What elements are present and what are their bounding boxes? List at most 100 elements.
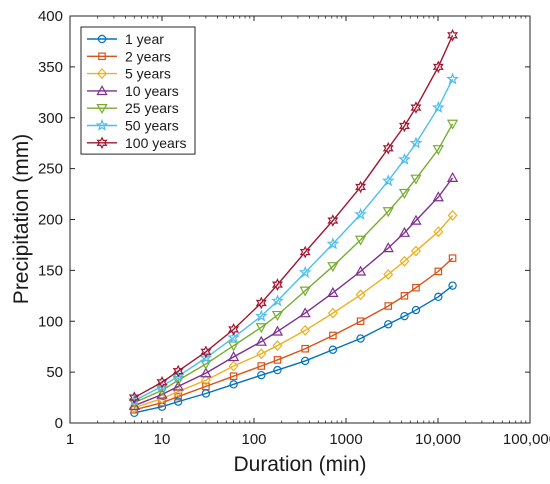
data-point — [202, 382, 210, 391]
data-point — [257, 362, 266, 370]
data-point — [255, 296, 267, 310]
data-point — [326, 237, 340, 250]
data-point — [448, 281, 457, 290]
legend-label: 50 years — [125, 118, 179, 134]
data-point — [271, 278, 283, 291]
series-line — [134, 257, 454, 411]
legend-label: 5 years — [125, 66, 171, 82]
data-point — [432, 60, 444, 74]
data-point — [172, 380, 184, 391]
data-point — [356, 317, 365, 326]
x-tick-label: 10 — [154, 431, 171, 448]
data-point — [431, 100, 445, 114]
data-point — [327, 286, 339, 297]
data-point — [356, 334, 365, 343]
data-point — [227, 351, 240, 362]
legend-item: 2 years — [87, 48, 171, 64]
data-point — [272, 340, 283, 352]
legend-marker — [95, 118, 109, 131]
series-line — [133, 78, 454, 402]
data-point — [410, 101, 422, 114]
data-point — [355, 289, 366, 301]
data-point — [447, 29, 459, 42]
data-point — [227, 330, 240, 343]
data-point — [128, 391, 140, 404]
data-point — [301, 344, 309, 353]
legend-label: 25 years — [125, 100, 179, 116]
y-tick-label: 250 — [38, 161, 63, 178]
legend-marker — [96, 136, 108, 150]
data-point — [229, 380, 238, 389]
data-point — [446, 119, 459, 130]
data-point — [398, 152, 411, 165]
data-point — [384, 320, 393, 329]
legend-item: 100 years — [87, 135, 186, 151]
legend-item: 5 years — [87, 66, 171, 82]
data-point — [434, 267, 443, 276]
series-10-years — [128, 171, 459, 410]
data-point — [255, 335, 267, 346]
data-point — [447, 209, 458, 221]
legend-label: 100 years — [125, 135, 186, 151]
y-tick-label: 50 — [46, 364, 63, 381]
series-line — [134, 285, 454, 414]
data-point — [228, 323, 240, 336]
y-tick-label: 400 — [38, 8, 63, 25]
series-100-years — [128, 29, 459, 404]
x-tick-label: 100,000 — [503, 431, 550, 448]
x-tick-label: 10,000 — [415, 431, 461, 448]
y-axis: 0 50 100 150 200 250 300 350 400 — [38, 8, 530, 432]
legend-marker — [96, 85, 108, 96]
data-point — [398, 226, 411, 237]
data-point — [300, 356, 310, 366]
legend-label: 2 years — [125, 48, 171, 64]
data-point — [228, 360, 239, 372]
data-point — [432, 145, 444, 156]
data-point — [329, 331, 337, 340]
legend-item: 10 years — [87, 83, 179, 99]
data-point — [355, 180, 367, 194]
data-point — [398, 119, 410, 133]
y-tick-label: 300 — [38, 110, 63, 127]
series-1-year — [130, 281, 457, 418]
data-point — [381, 174, 395, 187]
data-point — [409, 136, 423, 149]
series-2-years — [130, 254, 457, 414]
data-point — [229, 372, 238, 380]
data-point — [299, 245, 311, 259]
data-point — [410, 174, 422, 185]
data-point — [172, 364, 184, 378]
data-point — [200, 367, 212, 378]
legend-label: 10 years — [125, 83, 179, 99]
data-point — [446, 171, 459, 182]
data-point — [273, 365, 282, 375]
y-tick-label: 0 — [55, 415, 63, 432]
legend-item: 50 years — [87, 118, 179, 134]
data-point — [300, 324, 311, 336]
data-point — [256, 348, 267, 360]
series-layer — [127, 29, 459, 418]
legend-marker — [98, 52, 106, 61]
data-point — [400, 311, 409, 321]
data-point — [299, 307, 311, 318]
data-point — [354, 265, 367, 276]
series-line — [134, 214, 454, 409]
y-tick-label: 150 — [38, 262, 63, 279]
data-point — [433, 226, 444, 238]
data-point — [128, 399, 140, 410]
data-point — [448, 254, 457, 262]
data-point — [410, 214, 422, 225]
series-line — [133, 35, 454, 399]
data-point — [199, 351, 213, 364]
legend-item: 25 years — [87, 100, 179, 116]
data-point — [171, 369, 185, 382]
data-point — [174, 392, 183, 401]
data-point — [398, 188, 411, 199]
data-point — [382, 141, 394, 155]
x-axis-title: Duration (min) — [233, 453, 366, 476]
x-tick-label: 1000 — [329, 431, 362, 448]
data-point — [156, 393, 168, 405]
data-point — [271, 325, 284, 336]
data-point — [156, 388, 168, 399]
